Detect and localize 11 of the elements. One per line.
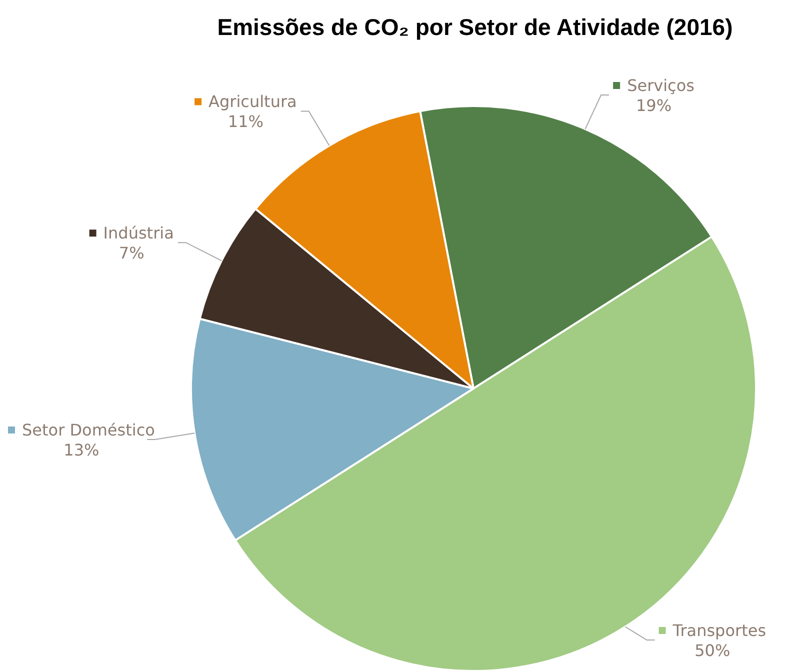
legend-label: Serviços [627, 76, 694, 95]
data-label: 19% [636, 96, 672, 115]
data-label: 11% [228, 112, 264, 132]
legend-label: Agricultura [208, 92, 297, 112]
data-label: 7% [118, 244, 144, 263]
chart-title: Emissões de CO₂ por Setor de Atividade (2016) [216, 14, 734, 41]
legend-label: Transportes [672, 621, 766, 640]
legend-label: Setor Doméstico [22, 420, 155, 440]
data-label: 50% [694, 641, 730, 660]
legend-label: Indústria [103, 224, 174, 243]
data-label: 13% [64, 440, 100, 460]
